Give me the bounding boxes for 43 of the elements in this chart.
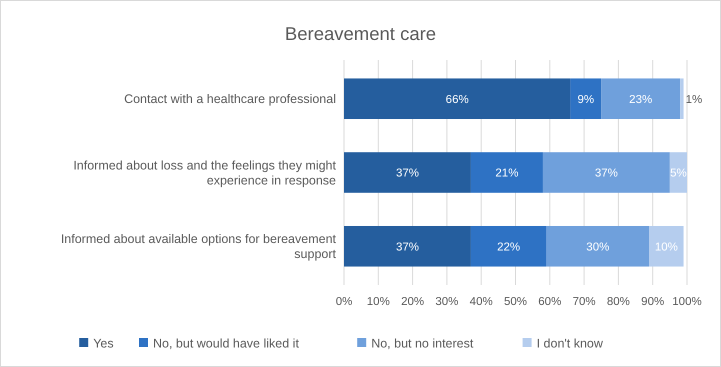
x-tick-label: 40% [470,296,493,308]
bar [344,226,471,267]
data-label: 22% [497,241,520,254]
data-label: 5% [670,168,687,180]
data-label: 30% [586,241,610,254]
y-tick-label: Contact with a healthcare professional [124,92,336,106]
data-label: 66% [446,94,469,106]
bar [570,78,602,120]
y-tick-label: Informed about available options for bereavement support [60,232,337,262]
bar [546,226,650,267]
x-tick-label: 50% [504,296,528,308]
bar [470,152,543,193]
data-label: 37% [396,241,419,254]
bar [344,78,570,120]
chart-title: Bereavement care [284,23,436,44]
x-tick-label: 90% [641,296,664,308]
bar [542,152,670,193]
bar [344,152,471,193]
legend-label: No, but would have liked it [153,336,300,350]
bar [470,226,546,267]
data-label: 1% [686,94,702,106]
x-tick-label: 60% [538,296,562,308]
bar [680,78,684,120]
x-tick-label: 0% [336,296,352,308]
data-label: 37% [396,168,419,180]
data-label: 10% [654,241,678,254]
data-label: 9% [578,94,594,106]
x-tick-label: 30% [435,296,458,308]
x-tick-label: 10% [366,296,390,308]
bar [649,226,684,267]
data-label: 21% [495,168,518,180]
y-tick-label: Informed about loss and the feelings they might experience in response [73,158,337,188]
bar [670,152,687,193]
x-tick-label: 70% [572,296,596,308]
data-label: 37% [594,168,618,180]
data-label: 23% [629,94,652,106]
x-tick-label: 80% [606,296,630,308]
bar [601,78,680,120]
legend-label: I don't know [536,336,604,350]
legend-label: Yes [93,336,114,350]
x-tick-label: 20% [401,296,424,308]
legend-label: No, but no interest [371,336,474,350]
x-tick-label: 100% [672,296,702,308]
